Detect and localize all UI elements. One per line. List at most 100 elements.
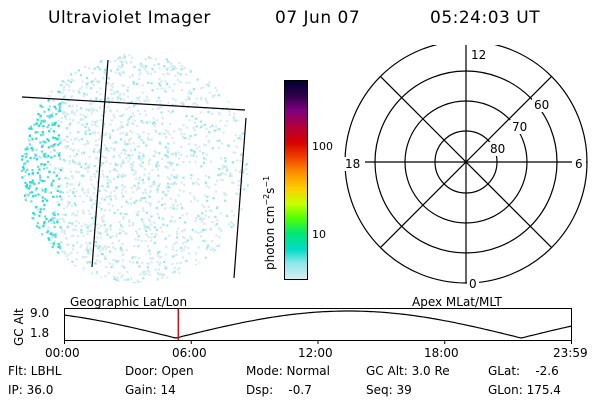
emission-pixel [49, 150, 52, 153]
emission-pixel [105, 156, 108, 159]
emission-pixel [92, 80, 95, 83]
emission-pixel [110, 84, 113, 87]
emission-pixel [121, 175, 124, 178]
emission-pixel [173, 242, 176, 245]
emission-pixel [94, 241, 98, 244]
emission-pixel [57, 245, 60, 248]
emission-pixel [89, 196, 92, 199]
emission-pixel [98, 148, 101, 152]
emission-pixel [150, 236, 153, 239]
emission-pixel [146, 269, 150, 272]
emission-pixel [77, 149, 80, 152]
emission-pixel [75, 258, 78, 261]
emission-pixel [125, 143, 128, 146]
emission-pixel [148, 252, 152, 255]
emission-pixel [59, 177, 62, 180]
emission-pixel [90, 183, 93, 186]
emission-pixel [141, 63, 144, 66]
emission-pixel [153, 241, 156, 245]
emission-pixel [69, 80, 73, 84]
emission-pixel [116, 128, 119, 131]
emission-pixel [214, 215, 217, 218]
emission-pixel [168, 234, 171, 237]
emission-pixel [58, 103, 61, 106]
emission-pixel [104, 255, 107, 258]
emission-pixel [136, 188, 139, 191]
emission-pixel [109, 69, 113, 72]
emission-pixel [57, 185, 60, 188]
emission-pixel [65, 236, 68, 239]
emission-pixel [224, 173, 227, 176]
emission-pixel [140, 218, 143, 221]
emission-pixel [52, 179, 55, 182]
emission-pixel [201, 212, 204, 215]
emission-pixel [148, 273, 151, 276]
emission-pixel [123, 140, 126, 143]
emission-pixel [181, 135, 185, 138]
emission-pixel [153, 235, 156, 238]
emission-pixel [152, 180, 155, 183]
emission-pixel [244, 164, 247, 167]
emission-pixel [100, 252, 103, 255]
emission-pixel [227, 100, 230, 104]
emission-pixel [86, 191, 90, 194]
emission-pixel [23, 175, 27, 178]
emission-pixel [47, 226, 50, 229]
emission-pixel [73, 194, 77, 197]
emission-pixel [242, 168, 245, 171]
emission-pixel [88, 132, 91, 135]
emission-pixel [230, 221, 233, 224]
emission-pixel [204, 256, 208, 259]
emission-pixel [115, 186, 118, 189]
emission-pixel [179, 73, 182, 76]
emission-pixel [67, 79, 70, 82]
emission-pixel [60, 241, 63, 244]
emission-pixel [220, 229, 223, 232]
emission-pixel [131, 224, 135, 227]
emission-pixel [196, 199, 199, 202]
emission-pixel [44, 152, 47, 155]
emission-pixel [93, 228, 96, 232]
emission-pixel [139, 139, 142, 142]
emission-pixel [155, 130, 158, 133]
emission-pixel [57, 213, 60, 216]
emission-pixel [89, 199, 92, 202]
emission-pixel [141, 207, 144, 210]
emission-pixel [134, 170, 137, 173]
emission-pixel [161, 230, 164, 233]
emission-pixel [105, 229, 108, 232]
emission-pixel [169, 122, 172, 125]
emission-pixel [99, 164, 102, 167]
emission-pixel [116, 209, 120, 212]
emission-pixel [96, 125, 99, 128]
emission-pixel [114, 141, 117, 144]
emission-pixel [125, 200, 128, 203]
emission-pixel [99, 277, 102, 280]
emission-pixel [75, 153, 78, 156]
emission-pixel [46, 115, 49, 118]
emission-pixel [35, 187, 38, 190]
emission-pixel [239, 135, 242, 138]
emission-pixel [23, 153, 26, 156]
emission-pixel [122, 71, 125, 74]
emission-pixel [104, 266, 108, 269]
emission-pixel [51, 123, 54, 126]
emission-pixel [138, 176, 141, 179]
emission-pixel [119, 248, 122, 251]
emission-pixel [138, 155, 141, 158]
emission-pixel [179, 203, 182, 206]
emission-pixel [113, 116, 116, 119]
emission-pixel [54, 235, 57, 239]
emission-pixel [59, 102, 62, 105]
emission-pixel [82, 234, 85, 238]
emission-pixel [235, 119, 238, 122]
emission-pixel [70, 138, 73, 141]
emission-pixel [193, 121, 197, 124]
emission-pixel [165, 72, 169, 75]
emission-pixel [150, 232, 153, 235]
emission-pixel [64, 94, 67, 97]
emission-pixel [95, 109, 99, 112]
emission-pixel [33, 182, 36, 185]
emission-pixel [211, 147, 214, 150]
emission-pixel [88, 156, 91, 159]
